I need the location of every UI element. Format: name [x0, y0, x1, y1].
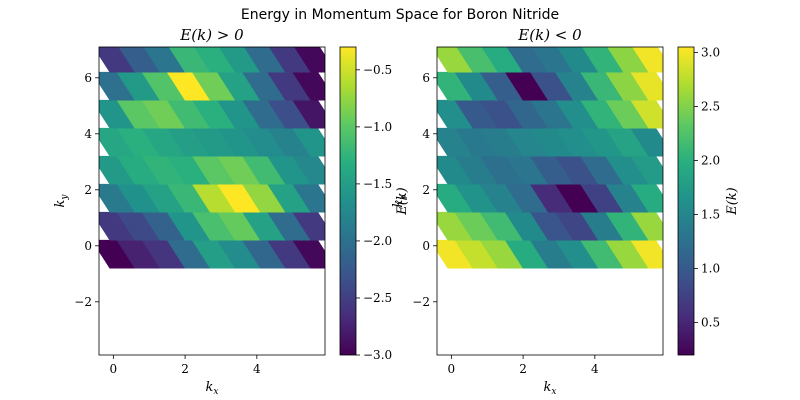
heatmap-cell: [581, 47, 625, 73]
colorbar: [677, 46, 695, 356]
y-tick-label: 4: [422, 127, 430, 141]
y-tick-label: 2: [84, 183, 92, 197]
heatmap-cell: [143, 47, 186, 73]
y-tick-label: 2: [422, 183, 430, 197]
colorbar-tick-label: −1.0: [363, 120, 392, 134]
x-tick-label: 2: [181, 362, 189, 376]
heatmap-cell: [168, 47, 211, 73]
x-axis-label: kx: [206, 380, 219, 397]
colorbar-tick-label: −1.5: [363, 177, 392, 191]
colorbar-tick-label: −3.0: [363, 348, 392, 362]
colorbar-tick-label: 3.0: [701, 45, 720, 59]
plot-frame: [436, 46, 664, 356]
figure-title: Energy in Momentum Space for Boron Nitri…: [241, 7, 559, 23]
heatmap-cell: [269, 47, 312, 73]
colorbar-tick-label: 1.5: [701, 208, 720, 222]
x-tick-label: 4: [253, 362, 261, 376]
colorbar: [339, 46, 357, 356]
heatmap-cells: [437, 47, 663, 269]
heatmap-cell: [456, 47, 499, 73]
colorbar-tick-label: −2.0: [363, 234, 392, 248]
x-tick-label: 4: [591, 362, 599, 376]
x-tick-label: 0: [110, 362, 118, 376]
heatmap-cells: [99, 47, 325, 269]
x-tick-label: 0: [448, 362, 456, 376]
colorbar-tick-label: 0.5: [701, 316, 720, 330]
panel-1: E(k) > 0 0 2 4 −2 0 2 4 6 kx ky −3.0 −2.5 −2.0 −1.5 −1.…: [53, 26, 410, 397]
panels: E(k) > 0 0 2 4 −2 0 2 4 6 kx ky −3.0 −2.5 −2.0 −1.5 −1.…: [53, 26, 740, 397]
colorbar-tick-label: 2.5: [701, 99, 720, 113]
x-axis-label: kx: [544, 380, 557, 397]
colorbar-tick-label: 2.0: [701, 153, 720, 167]
heatmap-cell: [243, 47, 287, 73]
heatmap-cell: [118, 47, 161, 73]
y-tick-label: 6: [84, 71, 92, 85]
heatmap-cell: [531, 47, 574, 73]
heatmap-cell: [632, 47, 663, 73]
panel-2: E(k) < 0 0 2 4 −2 0 2 4 6 kx ky 0.5 1.0 1.5 2.0 2.5 3.0 E…: [391, 26, 740, 397]
plot-frame: [98, 46, 326, 356]
colorbar-label: E(k): [395, 187, 410, 216]
y-axis-label: ky: [53, 194, 70, 208]
colorbar-label: E(k): [725, 187, 740, 216]
heatmap-cell: [607, 47, 650, 73]
y-tick-label: 4: [84, 127, 92, 141]
heatmap-cell: [506, 47, 549, 73]
y-axis-label: ky: [391, 194, 408, 208]
panel-title: E(k) < 0: [517, 26, 582, 44]
heatmap-cell: [294, 47, 325, 73]
colorbar-tick-label: −0.5: [363, 63, 392, 77]
heatmap-cell: [481, 47, 524, 73]
colorbar-tick-label: −2.5: [363, 291, 392, 305]
colorbar-tick-label: 1.0: [701, 262, 720, 276]
heatmap-cell: [437, 47, 474, 73]
panel-title: E(k) > 0: [179, 26, 244, 44]
heatmap-cell: [99, 47, 136, 73]
y-tick-label: 0: [422, 239, 430, 253]
heatmap-cell: [193, 47, 236, 73]
y-tick-label: 6: [422, 71, 430, 85]
heatmap-cell: [218, 47, 261, 73]
x-tick-label: 2: [519, 362, 527, 376]
y-tick-label: −2: [412, 295, 430, 309]
y-tick-label: −2: [74, 295, 92, 309]
heatmap-cell: [556, 47, 599, 73]
y-tick-label: 0: [84, 239, 92, 253]
